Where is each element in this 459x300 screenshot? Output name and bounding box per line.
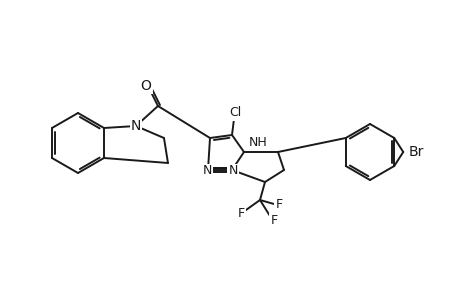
Text: N: N [202, 164, 211, 178]
Text: F: F [275, 197, 282, 211]
Text: F: F [237, 208, 244, 220]
Text: O: O [140, 79, 151, 93]
Text: Cl: Cl [229, 106, 241, 119]
Text: N: N [130, 119, 141, 133]
Text: NH: NH [248, 136, 267, 148]
Text: F: F [270, 214, 277, 227]
Text: Br: Br [408, 145, 423, 159]
Text: N: N [228, 164, 237, 178]
